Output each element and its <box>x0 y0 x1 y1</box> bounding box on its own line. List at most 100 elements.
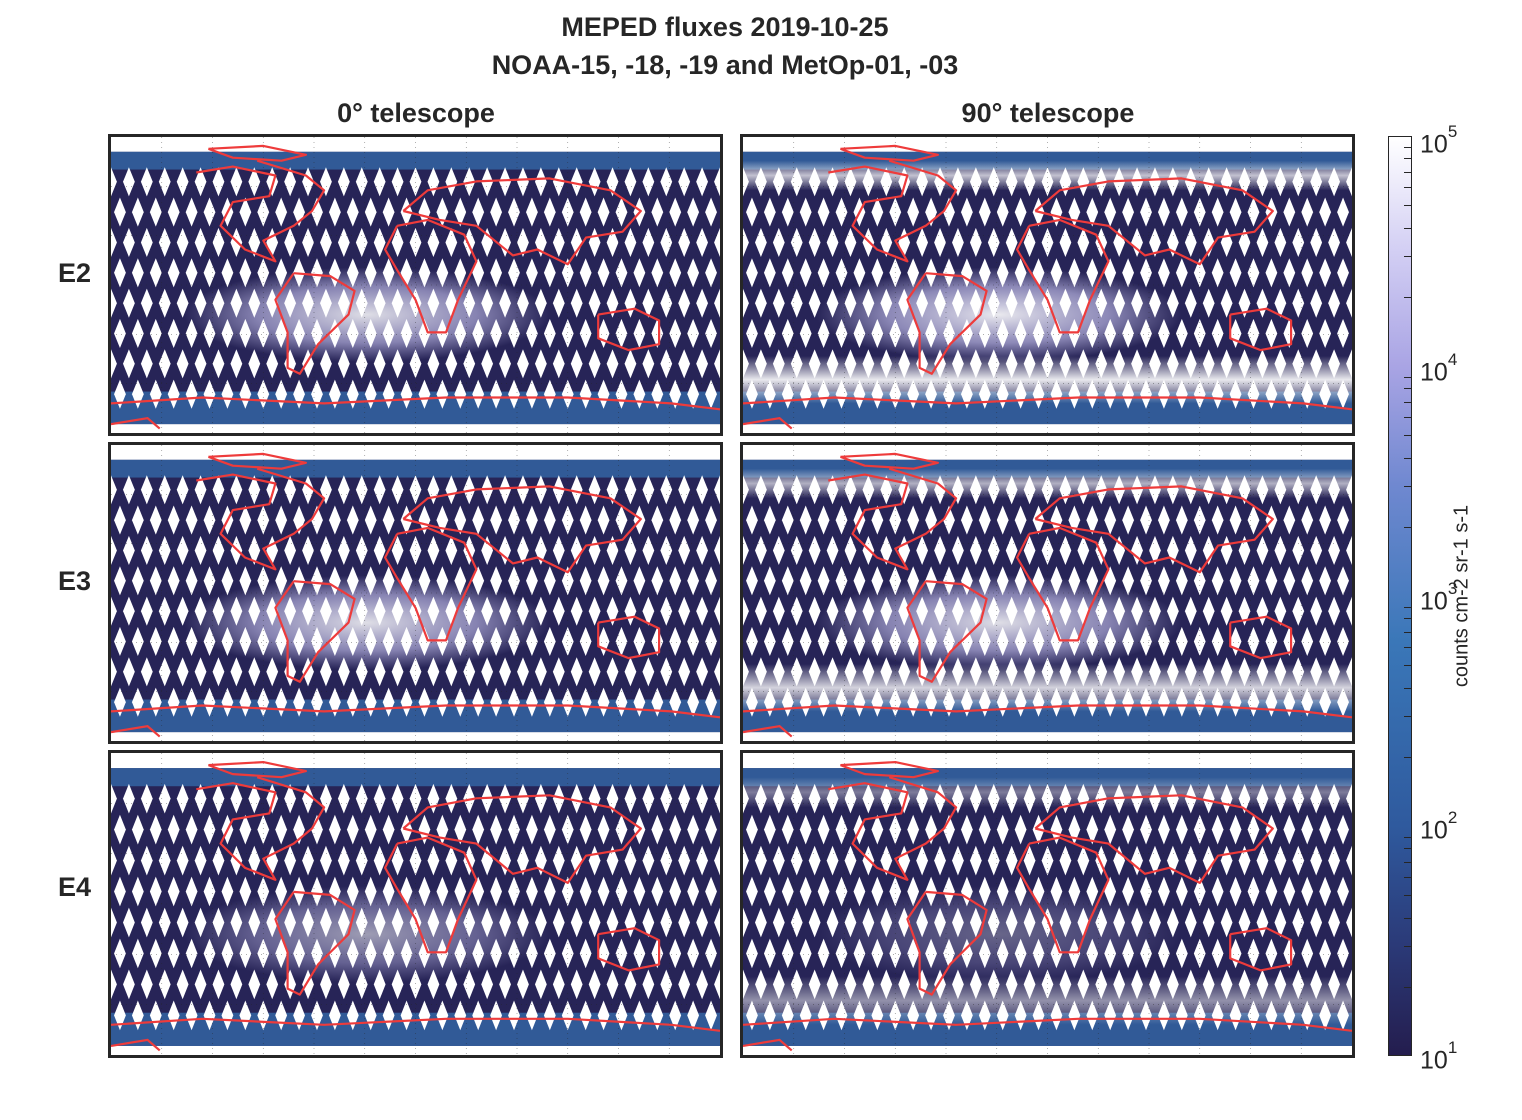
orbit-gap <box>373 475 386 505</box>
coastline <box>196 159 326 263</box>
orbit-gap <box>987 969 1000 1000</box>
orbit-gap <box>1158 626 1170 657</box>
orbit-gap <box>131 258 144 288</box>
orbit-gap <box>167 1000 180 1031</box>
orbit-gap <box>1337 626 1349 657</box>
orbit-gap <box>669 938 682 969</box>
orbit-gap <box>140 167 153 197</box>
orbit-gap <box>1175 258 1188 288</box>
coastline <box>1229 927 1293 972</box>
orbit-gap <box>167 566 180 596</box>
orbit-gap <box>1247 505 1260 535</box>
orbit-gap <box>1247 197 1260 227</box>
orbit-gap <box>651 876 664 907</box>
orbit-gap <box>1220 288 1233 318</box>
orbit-gap <box>1140 687 1152 717</box>
orbit-gap <box>1086 876 1099 907</box>
orbit-gap <box>678 845 691 876</box>
orbit-gap <box>275 258 288 288</box>
orbit-gap <box>743 167 749 197</box>
orbit-gap <box>131 566 144 596</box>
colorbar-minor-tick <box>1404 388 1412 390</box>
coastline <box>743 1017 1352 1032</box>
orbit-gap <box>454 379 467 409</box>
orbit-gap <box>642 907 655 938</box>
orbit-gap <box>463 969 476 1000</box>
orbit-gap <box>1005 167 1018 197</box>
orbit-gap <box>743 288 749 318</box>
orbit-gap <box>552 596 565 626</box>
orbit-gap <box>1337 876 1349 907</box>
orbit-gap <box>149 197 162 227</box>
orbit-gap <box>194 227 207 258</box>
orbit-gap <box>1077 475 1090 505</box>
orbit-gap <box>123 596 135 626</box>
orbit-gap <box>1256 167 1269 197</box>
orbit-gap <box>781 318 794 349</box>
orbit-gap <box>934 167 946 197</box>
orbit-gap <box>508 258 520 288</box>
orbit-gap <box>1184 907 1197 938</box>
orbit-gap <box>871 566 884 596</box>
orbit-gap <box>436 505 449 535</box>
orbit-gap <box>508 687 520 717</box>
orbit-gap <box>418 938 431 969</box>
orbit-gap <box>808 783 821 814</box>
orbit-gap <box>1041 657 1054 687</box>
orbit-gap <box>826 969 839 1000</box>
orbit-gap <box>373 535 386 566</box>
orbit-gap <box>472 318 485 349</box>
orbit-gap <box>1068 687 1081 717</box>
orbit-gap <box>517 907 529 938</box>
orbit-gap <box>1032 318 1045 349</box>
orbit-gap <box>960 814 973 845</box>
orbit-gap <box>534 288 547 318</box>
orbit-gap <box>293 938 305 969</box>
orbit-gap <box>1202 783 1215 814</box>
orbit-gap <box>499 535 511 566</box>
orbit-gap <box>1166 907 1179 938</box>
orbit-gap <box>1346 349 1352 379</box>
orbit-gap <box>364 876 377 907</box>
orbit-gap <box>696 907 708 938</box>
colorbar-minor-tick <box>1404 187 1412 189</box>
orbit-gap <box>880 535 893 566</box>
orbit-gap <box>579 876 592 907</box>
orbit-gap <box>111 227 117 258</box>
orbit-gap <box>1014 505 1027 535</box>
orbit-gap <box>898 535 911 566</box>
coastline <box>208 452 307 470</box>
orbit-gap <box>781 814 794 845</box>
orbit-gap <box>969 535 982 566</box>
orbit-gap <box>579 318 592 349</box>
orbit-gap <box>508 566 520 596</box>
orbit-gap <box>996 197 1009 227</box>
orbit-gap <box>158 475 171 505</box>
orbit-gap <box>185 379 198 409</box>
orbit-gap <box>1202 167 1215 197</box>
map-heatmap-e4-0deg <box>111 753 720 1055</box>
orbit-gap <box>1238 535 1251 566</box>
orbit-gap <box>1158 379 1170 409</box>
orbit-gap <box>526 379 538 409</box>
colorbar-minor-tick <box>1404 146 1412 148</box>
orbit-gap <box>526 505 538 535</box>
orbit-gap <box>790 657 803 687</box>
orbit-gap <box>1050 379 1063 409</box>
orbit-gap <box>597 566 610 596</box>
orbit-gap <box>978 626 991 657</box>
orbit-gap <box>320 475 332 505</box>
coastline <box>111 1038 161 1052</box>
orbit-gap <box>987 535 1000 566</box>
orbit-gap <box>1113 227 1126 258</box>
orbit-gap <box>1023 167 1036 197</box>
orbit-gap <box>149 876 162 907</box>
orbit-gap <box>391 783 404 814</box>
orbit-gap <box>400 566 413 596</box>
orbit-gap <box>320 845 332 876</box>
orbit-gap <box>445 167 458 197</box>
orbit-gap <box>284 596 297 626</box>
colorbar-minor-tick <box>1404 227 1412 229</box>
orbit-gap <box>1319 814 1332 845</box>
orbit-gap <box>1193 379 1206 409</box>
